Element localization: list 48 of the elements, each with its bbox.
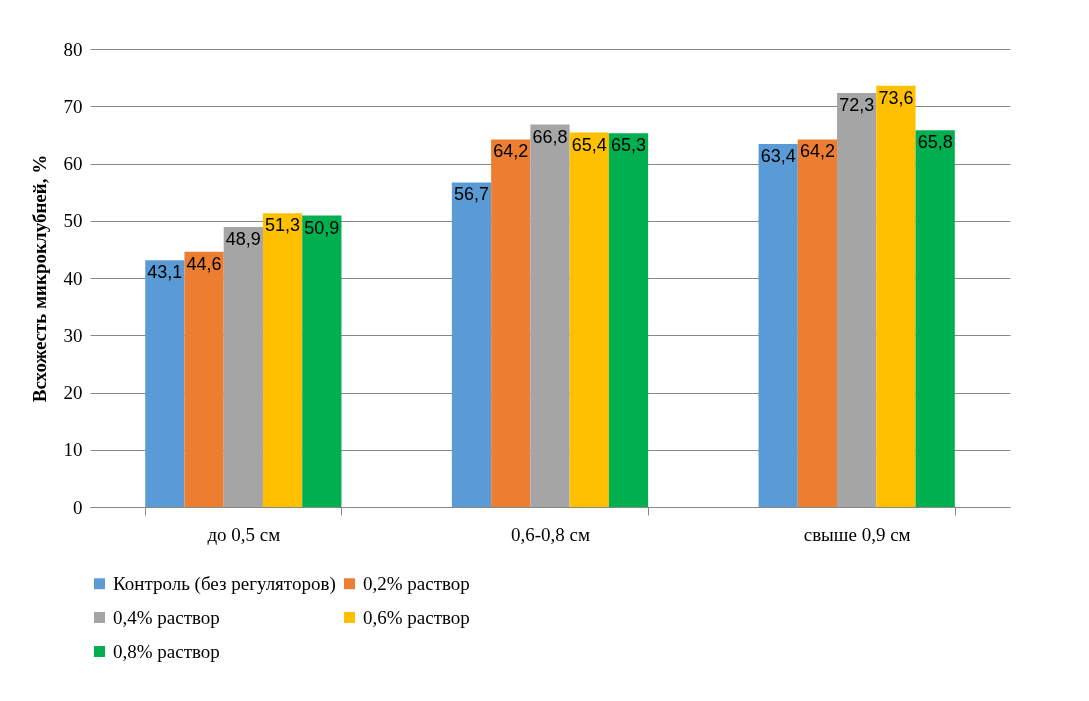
bar [145,260,185,507]
legend-label: 0,2% раствор [363,572,470,594]
data-label: 73,6 [878,87,914,108]
bar [184,251,224,507]
bar [302,215,342,507]
bar [797,139,838,507]
data-label: 64,2 [493,141,529,162]
y-tick-label: 10 [63,439,83,461]
bar [915,130,955,507]
data-label: 64,2 [799,141,835,162]
data-label: 43,1 [147,262,183,283]
bar [530,124,570,507]
data-label: 44,6 [186,253,222,274]
y-axis-title: Всхожесть микроклубней, % [28,154,50,403]
data-label: 72,3 [839,95,875,116]
data-label: 65,3 [610,135,647,156]
bar [223,227,263,507]
legend-label: Контроль (без регуляторов) [113,572,336,595]
y-tick-label: 40 [63,267,83,289]
y-tick-label: 80 [63,38,83,60]
bar [569,132,609,507]
data-label: 56,7 [453,184,490,205]
data-label: 66,8 [532,126,568,147]
x-tick-label: 0,6-0,8 см [510,523,591,545]
bar [876,85,916,507]
y-tick-label: 0 [73,496,83,518]
data-label: 51,3 [265,215,301,236]
bar [491,139,531,507]
bar [758,144,798,507]
x-tick-label: до 0,5 см [207,523,281,545]
legend-label: 0,4% раствор [113,606,220,628]
bar [262,213,303,507]
bar [608,133,649,507]
x-tick-label: свыше 0,9 см [803,523,911,545]
data-label: 63,4 [760,146,796,167]
data-label: 48,9 [225,229,261,250]
data-label: 65,8 [917,132,953,153]
y-tick-label: 60 [63,153,83,174]
data-label: 50,9 [304,217,340,238]
bar [451,182,492,507]
bar [837,93,877,507]
y-tick-label: 50 [63,210,83,232]
y-tick-label: 70 [63,95,83,117]
data-label: 65,4 [571,134,607,155]
legend-label: 0,6% раствор [363,606,470,628]
y-tick-label: 20 [63,382,83,403]
y-tick-label: 30 [63,324,83,346]
legend-label: 0,8% раствор [113,640,220,662]
